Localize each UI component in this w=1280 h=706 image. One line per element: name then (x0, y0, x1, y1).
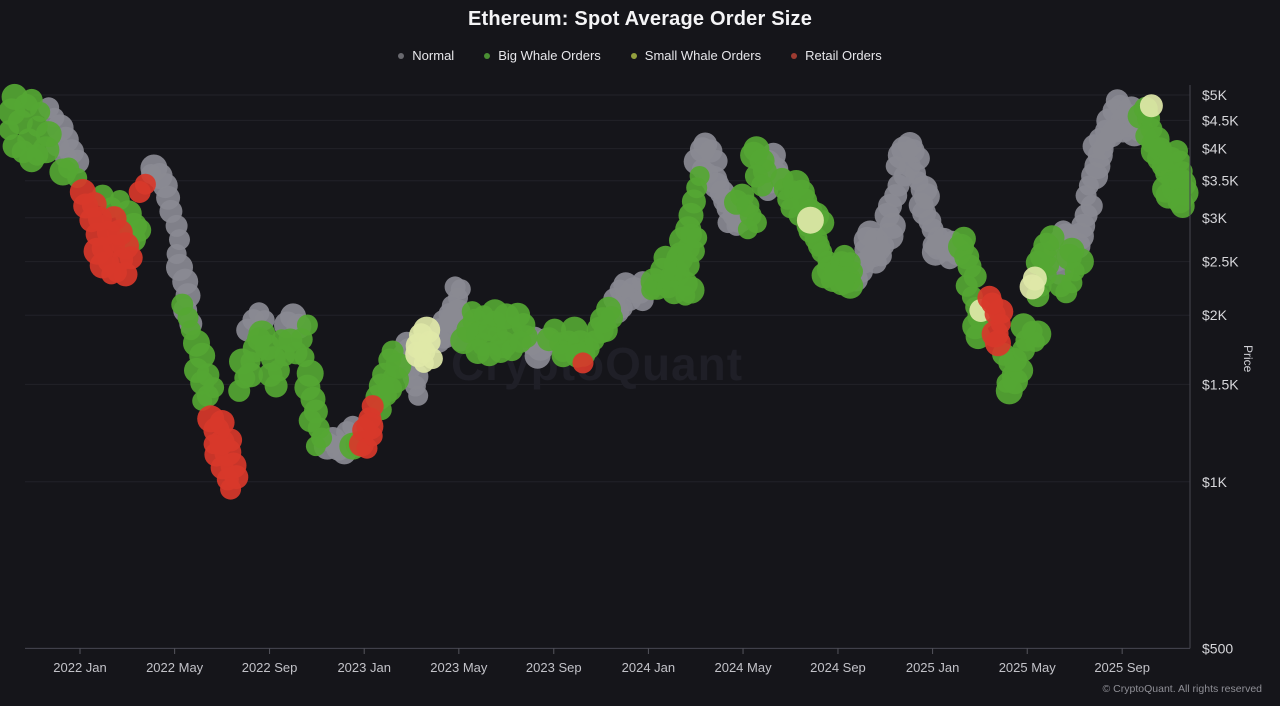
x-tick-label: 2024 Jan (622, 660, 676, 675)
y-axis-title: Price (1241, 345, 1255, 373)
data-point-big-whale-orders (1059, 237, 1085, 263)
data-point-small-whale-orders (1139, 94, 1163, 118)
data-point-big-whale-orders (203, 377, 225, 399)
data-point-big-whale-orders (296, 314, 318, 336)
legend-dot-icon (791, 52, 798, 59)
data-points (0, 83, 1199, 500)
y-tick-label: $3K (1202, 210, 1228, 226)
data-point-big-whale-orders (385, 352, 412, 379)
data-point-big-whale-orders (689, 166, 710, 186)
data-point-retail-orders (119, 246, 143, 270)
y-tick-label: $1.5K (1202, 376, 1239, 392)
y-tick-label: $3.5K (1202, 173, 1239, 189)
data-point-big-whale-orders (30, 101, 51, 122)
data-point-normal (450, 279, 471, 300)
data-point-big-whale-orders (551, 344, 575, 368)
legend-dot-icon (630, 52, 637, 59)
x-tick-label: 2023 Jan (337, 660, 391, 675)
y-tick-label: $4K (1202, 141, 1228, 157)
data-point-big-whale-orders (600, 306, 623, 330)
x-tick-label: 2023 Sep (526, 660, 582, 675)
data-point-big-whale-orders (677, 276, 705, 304)
data-point-big-whale-orders (751, 174, 774, 197)
data-point-retail-orders (219, 428, 243, 452)
legend-item-retail-orders[interactable]: Retail Orders (791, 48, 882, 63)
data-point-big-whale-orders (26, 143, 49, 166)
legend-item-small-whale-orders[interactable]: Small Whale Orders (630, 48, 762, 63)
y-tick-label: $2K (1202, 307, 1228, 323)
data-point-small-whale-orders (413, 316, 441, 344)
x-tick-label: 2022 May (146, 660, 204, 675)
x-tick-label: 2024 Sep (810, 660, 866, 675)
data-point-big-whale-orders (305, 436, 326, 457)
data-point-normal (408, 385, 429, 406)
legend-label: Normal (412, 48, 455, 63)
data-point-retail-orders (572, 352, 594, 374)
x-tick-label: 2024 May (714, 660, 772, 675)
y-tick-label: $2.5K (1202, 254, 1239, 270)
data-point-retail-orders (224, 465, 249, 490)
copyright-note: © CryptoQuant. All rights reserved (1102, 683, 1262, 695)
data-point-big-whale-orders (377, 376, 403, 402)
y-tick-label: $1K (1202, 474, 1228, 490)
data-point-big-whale-orders (829, 270, 855, 296)
legend-label: Retail Orders (805, 48, 882, 63)
y-tick-label: $5K (1202, 87, 1228, 103)
legend: Normal Big Whale Orders Small Whale Orders… (0, 48, 1280, 63)
x-axis-labels: 2022 Jan 2022 May 2022 Sep 2023 Jan 2023 May… (53, 660, 1150, 675)
axes (25, 85, 1191, 654)
legend-label: Small Whale Orders (644, 48, 762, 63)
x-tick-label: 2025 May (999, 660, 1057, 675)
data-point-small-whale-orders (405, 341, 432, 368)
data-point-big-whale-orders (780, 198, 801, 219)
x-tick-label: 2023 May (430, 660, 488, 675)
data-point-big-whale-orders (951, 226, 976, 251)
x-tick-label: 2022 Sep (242, 660, 298, 675)
x-tick-label: 2022 Jan (53, 660, 107, 675)
data-point-retail-orders (134, 173, 156, 195)
data-point-retail-orders (101, 206, 127, 232)
y-tick-label: $4.5K (1202, 112, 1239, 128)
data-point-big-whale-orders (238, 362, 263, 388)
data-point-retail-orders (361, 395, 384, 418)
data-point-small-whale-orders (1022, 266, 1047, 291)
data-point-big-whale-orders (509, 330, 532, 353)
y-axis-labels: $5K $4.5K $4K $3.5K $3K $2.5K $2K $1.5K $1K $500 (1202, 87, 1239, 656)
data-point-big-whale-orders (686, 227, 708, 249)
data-point-retail-orders (977, 285, 1002, 310)
data-point-big-whale-orders (35, 121, 62, 148)
data-point-big-whale-orders (1170, 194, 1195, 218)
data-point-big-whale-orders (1010, 313, 1037, 340)
legend-label: Big Whale Orders (498, 48, 601, 63)
legend-dot-icon (484, 52, 491, 59)
data-point-retail-orders (356, 412, 384, 440)
legend-dot-icon (398, 52, 405, 59)
x-tick-label: 2025 Jan (906, 660, 960, 675)
data-point-retail-orders (985, 330, 1011, 357)
legend-item-big-whale-orders[interactable]: Big Whale Orders (484, 48, 601, 63)
data-point-big-whale-orders (1039, 225, 1065, 251)
data-point-big-whale-orders (49, 158, 77, 186)
legend-item-normal[interactable]: Normal (398, 48, 454, 63)
data-point-normal (1100, 124, 1124, 148)
data-point-big-whale-orders (737, 219, 758, 240)
x-tick-label: 2025 Sep (1094, 660, 1150, 675)
y-tick-label: $500 (1202, 640, 1233, 656)
data-point-small-whale-orders (796, 206, 824, 234)
page-title: Ethereum: Spot Average Order Size (467, 8, 813, 30)
